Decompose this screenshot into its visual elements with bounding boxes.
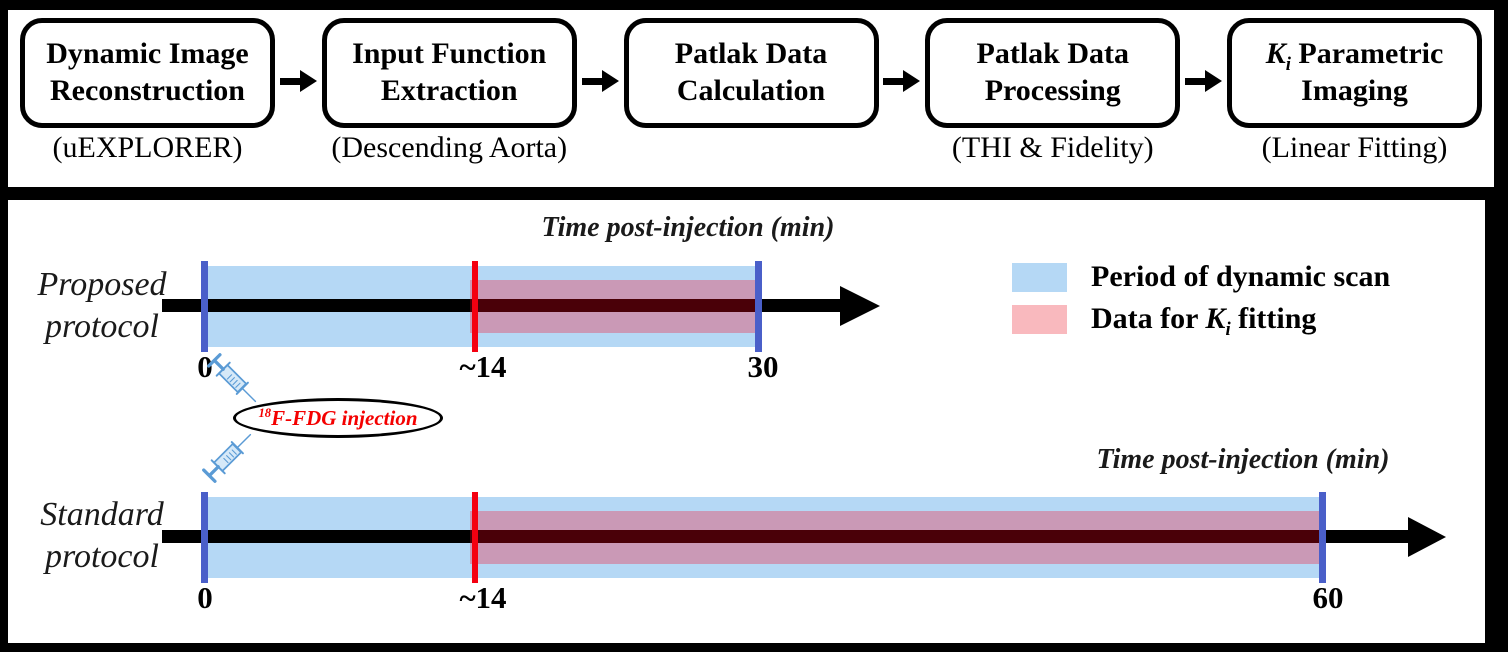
flow-box-input-function-extraction: Input Function Extraction	[321, 18, 577, 128]
syringe-icon	[181, 410, 274, 503]
axis-title-proposed: Time post-injection (min)	[541, 212, 835, 243]
legend-swatch-ki-fitting	[1012, 304, 1067, 334]
flow-box-label-line: Extraction	[380, 74, 518, 107]
legend-item-dynamic-scan: Period of dynamic scan	[1012, 260, 1390, 294]
flow-arrow-icon	[581, 70, 619, 92]
flow-box-label-line: Dynamic Image	[46, 37, 249, 71]
flow-step-patlak-data-processing: Patlak Data Processing (THI & Fidelity)	[925, 18, 1181, 169]
standard-tick-end	[1319, 492, 1326, 583]
standard-time-axis-arrowhead-icon	[1408, 517, 1446, 557]
timeline-panel: Time post-injection (min) Proposed proto…	[8, 200, 1485, 643]
flow-box-dynamic-image-reconstruction: Dynamic Image Reconstruction	[20, 18, 275, 128]
flow-box-label-line: Ki Parametric	[1265, 37, 1444, 76]
flow-step-dynamic-image-reconstruction: Dynamic Image Reconstruction (uEXPLORER)	[20, 18, 275, 169]
flow-step-ki-parametric-imaging: Ki Parametric Imaging (Linear Fitting)	[1227, 18, 1482, 169]
flow-box-caption: (THI & Fidelity)	[951, 131, 1154, 164]
fdg-injection-callout: 18F-FDG injection	[233, 398, 443, 438]
proposed-tick-end	[755, 261, 762, 352]
flow-box-caption: (Descending Aorta)	[331, 131, 568, 164]
proposed-tick-label-0: 0	[197, 349, 213, 384]
arrow-shaft	[581, 77, 602, 85]
proposed-tick-start	[201, 261, 208, 352]
arrow-head	[1205, 70, 1223, 92]
arrow-head	[903, 70, 921, 92]
proposed-ki-fitting-band	[470, 280, 756, 333]
legend-label-dynamic-scan: Period of dynamic scan	[1091, 260, 1391, 293]
standard-tick-label-0: 0	[197, 580, 213, 615]
flow-box-label-line: Reconstruction	[50, 74, 245, 107]
flow-box-ki-parametric-imaging: Ki Parametric Imaging	[1227, 18, 1482, 128]
arrow-shaft	[1185, 77, 1206, 85]
syringe-icon	[186, 332, 279, 425]
flow-arrow-icon	[883, 70, 921, 92]
axis-title-standard: Time post-injection (min)	[1096, 444, 1390, 475]
proposed-protocol-label: Proposed protocol	[37, 266, 167, 346]
flow-box-caption: (uEXPLORER)	[52, 131, 243, 164]
flow-box-patlak-data-processing: Patlak Data Processing	[925, 18, 1181, 128]
standard-tick-start	[201, 492, 208, 583]
flow-box-label-line: Input Function	[352, 37, 547, 71]
flow-box-patlak-data-calculation: Patlak Data Calculation	[623, 18, 879, 128]
standard-ki-fitting-band	[470, 511, 1323, 564]
proposed-time-axis-arrowhead-icon	[840, 286, 880, 326]
workflow-panel: Dynamic Image Reconstruction (uEXPLORER)…	[8, 10, 1494, 187]
flow-box-label-line: Calculation	[676, 74, 826, 107]
arrow-shaft	[279, 77, 300, 85]
fdg-injection-label: 18F-FDG injection	[258, 405, 418, 430]
flow-box-caption: (Linear Fitting)	[1261, 131, 1448, 164]
standard-tick-label-14: ~14	[459, 580, 507, 615]
proposed-tick-label-14: ~14	[459, 349, 507, 384]
legend-item-ki-fitting: Data for Ki fitting	[1012, 302, 1390, 340]
flow-box-label-line: Imaging	[1301, 74, 1408, 107]
flow-step-input-function-extraction: Input Function Extraction (Descending Ao…	[321, 18, 577, 169]
flow-box-label-line: Patlak Data	[674, 37, 828, 71]
arrow-head	[299, 70, 317, 92]
arrow-head	[601, 70, 619, 92]
legend-label-ki-fitting: Data for Ki fitting	[1091, 302, 1317, 340]
flow-box-label-line: Processing	[984, 74, 1121, 107]
flow-step-patlak-data-calculation: Patlak Data Calculation	[623, 18, 879, 169]
standard-protocol-label: Standard protocol	[40, 496, 164, 576]
standard-tick-label-60: 60	[1312, 580, 1344, 615]
legend-swatch-dynamic-scan	[1012, 262, 1067, 292]
arrow-shaft	[883, 77, 904, 85]
proposed-tick-14min	[472, 261, 478, 352]
proposed-time-axis-line	[162, 299, 840, 312]
proposed-tick-label-30: 30	[747, 349, 779, 384]
standard-tick-14min	[472, 492, 478, 583]
legend: Period of dynamic scan Data for Ki fitti…	[1012, 260, 1390, 340]
flow-arrow-icon	[1185, 70, 1223, 92]
flow-box-label-line: Patlak Data	[976, 37, 1130, 71]
flow-arrow-icon	[279, 70, 317, 92]
